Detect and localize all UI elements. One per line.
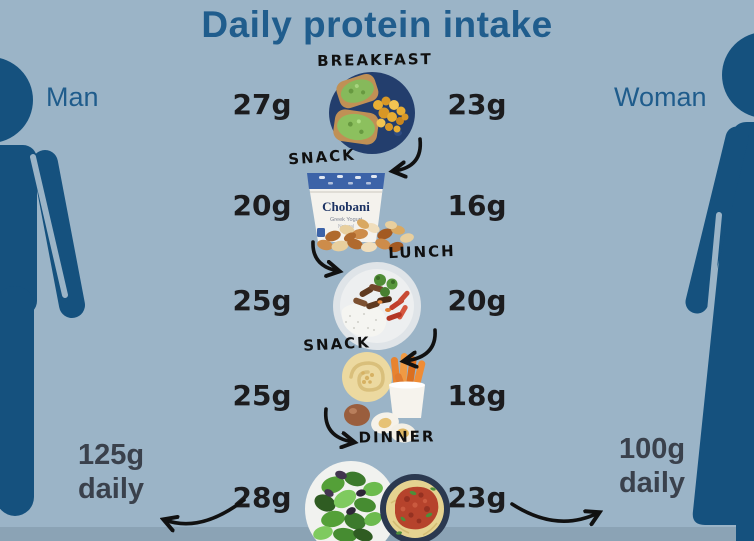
woman-column-label: Woman [614, 82, 707, 112]
broccoli [374, 274, 398, 297]
woman-grams-snack-2: 18g [447, 379, 507, 412]
meal-label-snack-1: SNACK [287, 145, 357, 169]
arrow-to-woman-total [510, 502, 598, 521]
yogurt-subtext-1: Greek Yogurt [330, 217, 363, 223]
man-grams-snack-2: 25g [232, 379, 292, 412]
man-column-label: Man [46, 82, 99, 112]
woman-grams-snack-1: 16g [447, 189, 507, 222]
lunch-beef-stirfry-illustration [333, 262, 421, 350]
woman-total-unit: daily [618, 467, 686, 499]
woman-silhouette-icon [685, 33, 754, 541]
man-grams-lunch: 25g [232, 284, 292, 317]
dinner-salad-spaghetti-illustration [305, 461, 450, 541]
meal-label-breakfast: BREAKFAST [317, 49, 433, 71]
red-peppers [386, 290, 410, 321]
snack-yogurt-nuts-illustration: Chobani Greek Yogurt Natural [307, 173, 414, 253]
scrambled-eggs [373, 96, 409, 133]
woman-grams-dinner: 23g [447, 481, 507, 514]
woman-grams-lunch: 20g [447, 284, 507, 317]
man-grams-dinner: 28g [232, 481, 292, 514]
man-total-unit: daily [77, 473, 145, 505]
man-daily-total: 125g daily [63, 438, 159, 506]
meal-label-lunch: LUNCH [388, 241, 456, 263]
man-silhouette-icon [0, 58, 85, 516]
meal-label-dinner: DINNER [358, 427, 436, 447]
man-grams-snack-1: 20g [232, 189, 292, 222]
breakfast-avocado-toast-illustration [329, 72, 415, 154]
page-title: Daily protein intake [201, 4, 553, 45]
woman-grams-breakfast: 23g [447, 88, 507, 121]
salad-greens [313, 470, 383, 541]
egg-half-2 [390, 423, 416, 443]
man-total-grams: 125g [77, 439, 145, 471]
woman-total-grams: 100g [618, 433, 686, 465]
herb-garnish [396, 487, 436, 535]
woman-daily-total: 100g daily [604, 432, 700, 500]
yogurt-brand-text: Chobani [322, 199, 370, 214]
man-grams-breakfast: 27g [232, 88, 292, 121]
beef-strips [353, 283, 392, 310]
